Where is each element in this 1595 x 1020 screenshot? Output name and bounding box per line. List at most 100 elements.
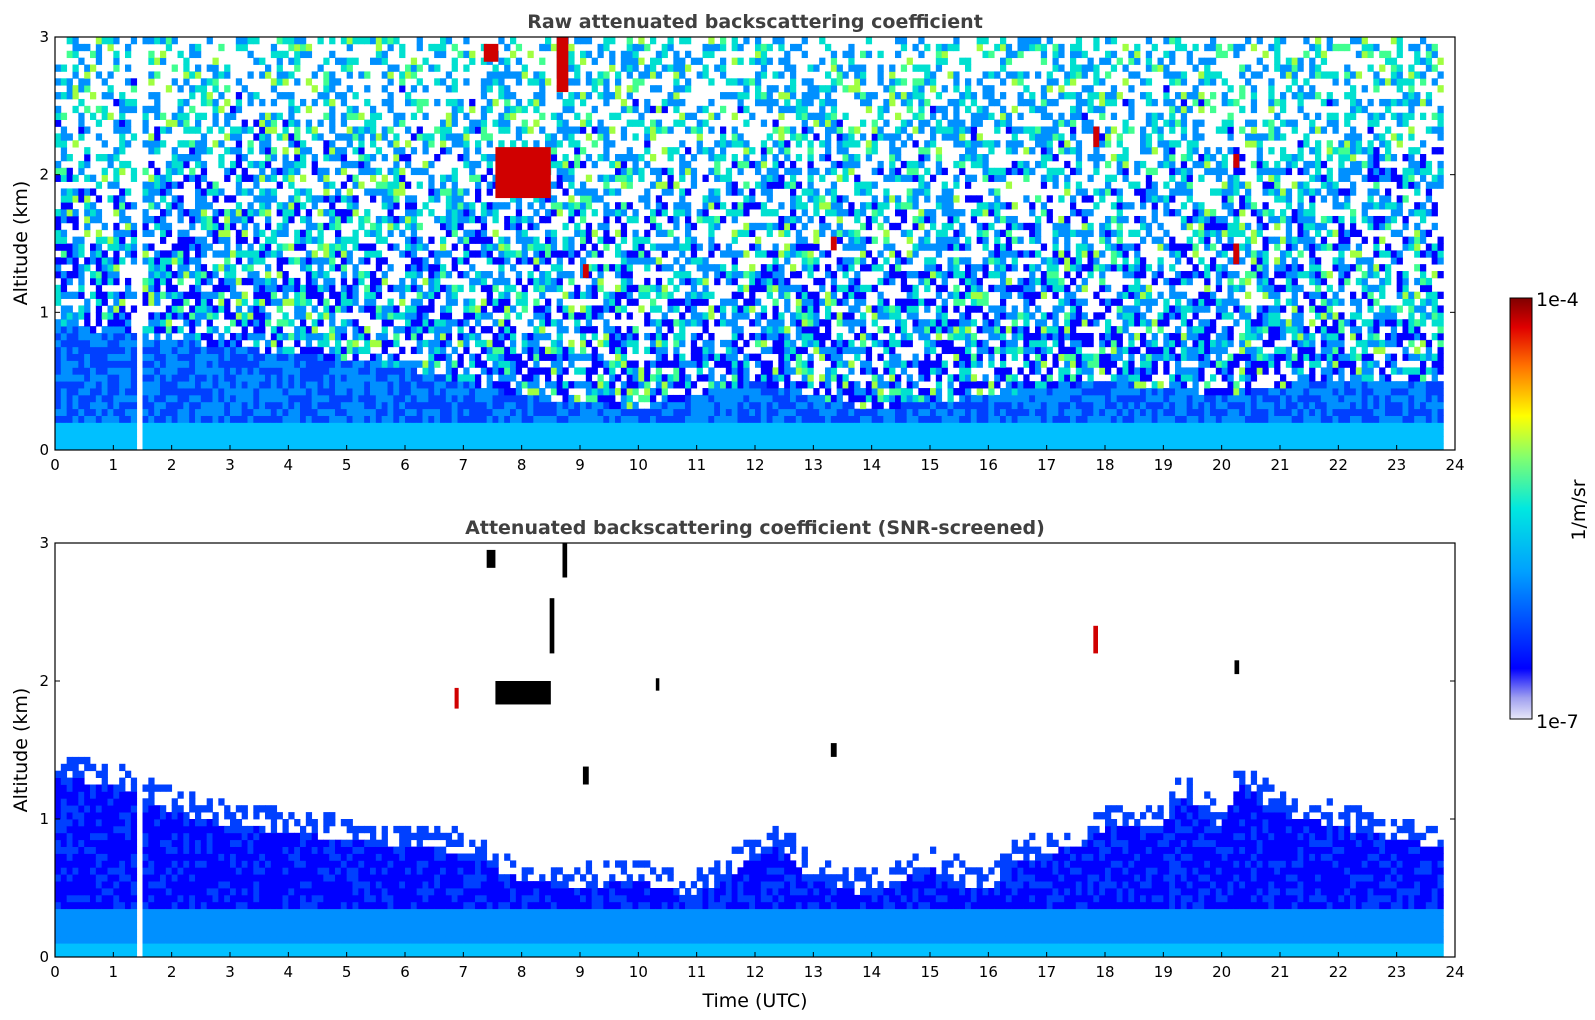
heatmap-cell <box>317 422 324 430</box>
heatmap-cell <box>235 181 243 189</box>
heatmap-cell <box>475 215 482 224</box>
heatmap-cell <box>737 284 744 293</box>
heatmap-cell <box>352 243 359 251</box>
heatmap-cell <box>720 264 727 272</box>
heatmap-cell <box>766 326 773 334</box>
heatmap-cell <box>603 422 610 430</box>
heatmap-cell <box>603 98 610 107</box>
heatmap-cell <box>469 360 476 368</box>
heatmap-cell <box>78 243 85 251</box>
heatmap-cell <box>708 50 715 59</box>
heatmap-cell <box>574 202 581 210</box>
heatmap-cell <box>778 250 785 258</box>
heatmap-cell <box>55 209 62 217</box>
heatmap-cell <box>171 443 178 450</box>
heatmap-cell <box>708 37 715 45</box>
heatmap-cell <box>778 291 785 299</box>
heatmap-cell <box>195 188 202 196</box>
heatmap-cell <box>329 326 336 334</box>
heatmap-cell <box>142 284 149 293</box>
heatmap-cell <box>346 37 353 45</box>
heatmap-cell <box>259 374 266 382</box>
heatmap-cell <box>521 105 528 114</box>
heatmap-cell <box>335 353 342 361</box>
heatmap-cell <box>323 174 330 182</box>
heatmap-cell <box>224 367 231 375</box>
heatmap-cell <box>323 57 330 65</box>
heatmap-cell <box>177 443 184 450</box>
heatmap-cell <box>375 312 383 320</box>
heatmap-cell <box>288 298 295 306</box>
heatmap-cell <box>720 271 727 279</box>
heatmap-cell <box>521 346 528 355</box>
heatmap-cell <box>206 126 213 134</box>
heatmap-cell <box>125 119 132 127</box>
heatmap-cell <box>241 415 248 423</box>
heatmap-cell <box>200 92 208 100</box>
heatmap-cell <box>364 37 371 45</box>
heatmap-cell <box>60 236 68 244</box>
heatmap-cell <box>591 160 598 169</box>
heatmap-cell <box>795 346 803 355</box>
heatmap-cell <box>434 360 441 368</box>
heatmap-cell <box>708 112 715 120</box>
heatmap-cell <box>195 360 202 368</box>
heatmap-cell <box>177 160 184 169</box>
heatmap-cell <box>720 57 727 65</box>
heatmap-cell <box>737 271 744 279</box>
heatmap-cell <box>790 195 797 203</box>
heatmap-cell <box>375 167 383 176</box>
heatmap-cell <box>247 271 254 279</box>
heatmap-cell <box>340 264 348 272</box>
heatmap-cell <box>253 284 260 293</box>
heatmap-cell <box>504 367 511 375</box>
heatmap-cell <box>66 257 73 265</box>
heatmap-cell <box>620 291 628 299</box>
heatmap-cell <box>177 105 184 114</box>
heatmap-cell <box>95 443 103 450</box>
heatmap-cell <box>556 346 563 355</box>
heatmap-cell <box>597 394 604 403</box>
heatmap-cell <box>638 443 645 450</box>
heatmap-cell <box>212 415 219 423</box>
heatmap-cell <box>305 388 313 396</box>
heatmap-cell <box>154 264 161 272</box>
heatmap-cell <box>585 388 593 396</box>
heatmap-cell <box>55 388 62 396</box>
heatmap-cell <box>772 85 779 93</box>
heatmap-cell <box>772 326 779 334</box>
heatmap-cell <box>84 381 91 389</box>
heatmap-cell <box>335 133 342 141</box>
heatmap-cell <box>480 202 488 210</box>
heatmap-cell <box>702 271 709 279</box>
heatmap-cell <box>119 443 126 450</box>
heatmap-cell <box>78 422 85 430</box>
heatmap-cell <box>235 215 243 224</box>
heatmap-cell <box>405 140 412 148</box>
heatmap-cell <box>615 167 622 176</box>
heatmap-cell <box>335 229 342 238</box>
heatmap-cell <box>329 250 336 258</box>
heatmap-cell <box>632 98 639 107</box>
heatmap-cell <box>84 202 91 210</box>
heatmap-cell <box>200 346 208 355</box>
heatmap-cell <box>784 388 791 396</box>
heatmap-cell <box>685 271 692 279</box>
heatmap-cell <box>609 388 616 396</box>
heatmap-cell <box>154 408 161 416</box>
heatmap-cell <box>130 37 138 45</box>
heatmap-cell <box>78 264 85 272</box>
heatmap-cell <box>632 64 639 72</box>
heatmap-cell <box>195 388 202 396</box>
heatmap-cell <box>212 305 219 313</box>
heatmap-cell <box>451 422 458 430</box>
heatmap-cell <box>440 346 447 355</box>
heatmap-cell <box>276 346 283 355</box>
heatmap-cell <box>492 401 499 410</box>
heatmap-cell <box>329 112 336 120</box>
heatmap-cell <box>235 140 243 148</box>
heatmap-cell <box>440 133 447 141</box>
heatmap-cell <box>480 388 488 396</box>
heatmap-cell <box>591 443 598 450</box>
heatmap-cell <box>795 319 803 327</box>
